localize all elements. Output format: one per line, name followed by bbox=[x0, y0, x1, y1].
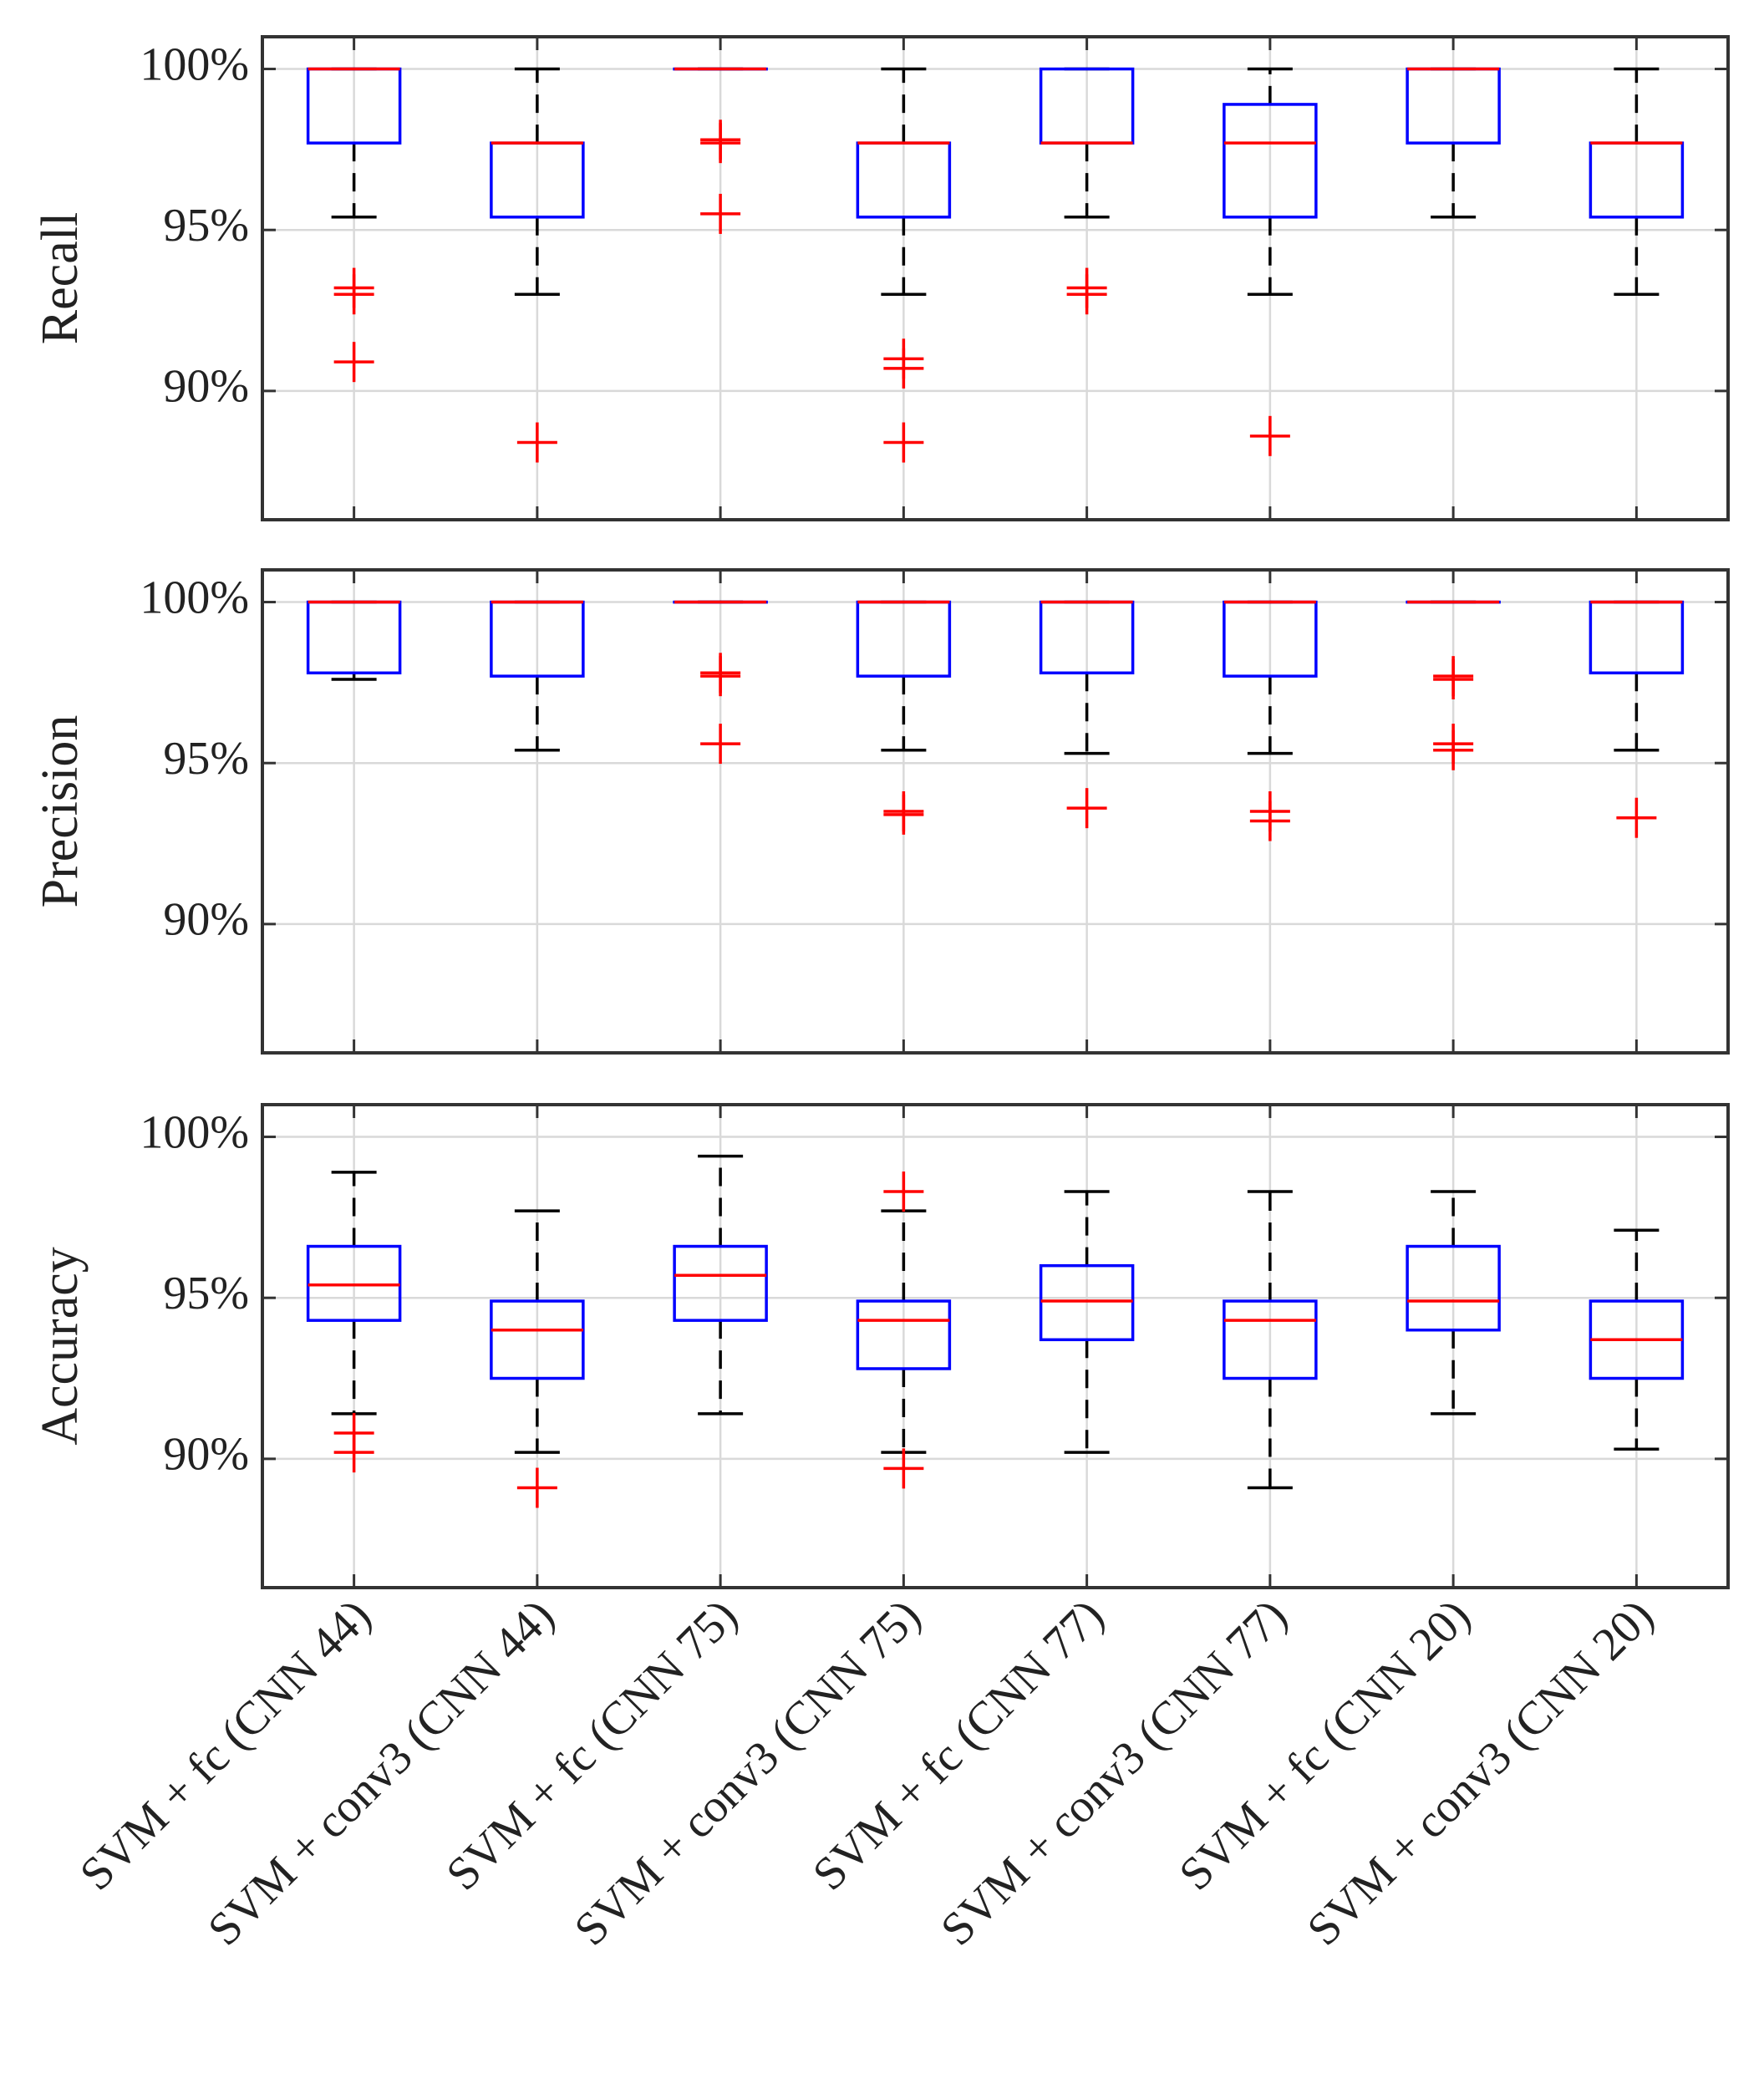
outlier-marker bbox=[1433, 659, 1474, 700]
x-category-label: SVM + conv3 (CNN 75) bbox=[565, 1589, 931, 1955]
y-tick-label: 90% bbox=[163, 894, 249, 946]
outlier-marker bbox=[1249, 415, 1290, 456]
iqr-box bbox=[1039, 1263, 1135, 1342]
box-6 bbox=[1223, 600, 1318, 841]
box-1 bbox=[306, 67, 402, 383]
outlier-marker bbox=[1249, 800, 1290, 841]
outlier-marker bbox=[883, 348, 924, 389]
box-7 bbox=[1406, 1190, 1501, 1415]
iqr-box bbox=[306, 1244, 402, 1322]
box-4 bbox=[856, 1172, 952, 1489]
box-5 bbox=[1039, 600, 1135, 829]
box-8 bbox=[1589, 1228, 1685, 1451]
box-3 bbox=[673, 600, 768, 765]
outlier-marker bbox=[1066, 274, 1107, 315]
outlier-marker bbox=[883, 794, 924, 835]
box-4 bbox=[856, 600, 952, 835]
outlier-marker bbox=[333, 342, 374, 383]
outlier-marker bbox=[516, 422, 557, 463]
outlier-marker bbox=[516, 1467, 557, 1508]
y-tick-label: 100% bbox=[140, 1106, 249, 1158]
outlier-marker bbox=[883, 422, 924, 463]
box-3 bbox=[673, 1154, 768, 1415]
x-category-label: SVM + conv3 (CNN 20) bbox=[1298, 1589, 1664, 1955]
y-tick-label: 95% bbox=[163, 733, 249, 785]
outlier-marker bbox=[1616, 797, 1657, 838]
box-2 bbox=[490, 1209, 585, 1508]
x-category-label: SVM + conv3 (CNN 44) bbox=[198, 1589, 564, 1955]
box-8 bbox=[1589, 67, 1685, 297]
y-tick-label: 100% bbox=[140, 38, 249, 90]
y-axis-title: Precision bbox=[32, 715, 89, 908]
x-category-label: SVM + conv3 (CNN 77) bbox=[931, 1589, 1297, 1955]
panel-frame bbox=[261, 1103, 1730, 1589]
panel-frame bbox=[261, 35, 1730, 521]
iqr-box bbox=[1223, 1299, 1318, 1380]
y-axis-title: Accuracy bbox=[32, 1247, 89, 1446]
outlier-marker bbox=[700, 653, 741, 694]
iqr-box bbox=[856, 1299, 952, 1370]
panel-recall: 90% 95% 100% Recall bbox=[32, 35, 1730, 521]
iqr-box bbox=[490, 1299, 585, 1380]
outlier-marker bbox=[883, 1448, 924, 1489]
box-6 bbox=[1223, 1190, 1318, 1490]
box-8 bbox=[1589, 600, 1685, 838]
y-tick-label: 90% bbox=[163, 361, 249, 413]
panel-accuracy: 90% 95% 100% Accuracy bbox=[32, 1103, 1730, 1589]
outlier-marker bbox=[1433, 729, 1474, 770]
outlier-marker bbox=[700, 119, 741, 160]
iqr-box bbox=[1223, 103, 1318, 219]
box-1 bbox=[306, 600, 402, 681]
y-tick-label: 95% bbox=[163, 1268, 249, 1319]
box-3 bbox=[673, 67, 768, 234]
box-2 bbox=[490, 600, 585, 752]
box-6 bbox=[1223, 67, 1318, 456]
box-5 bbox=[1039, 67, 1135, 315]
box-2 bbox=[490, 67, 585, 463]
panel-precision: 90% 95% 100% Precision bbox=[32, 568, 1730, 1055]
box-5 bbox=[1039, 1190, 1135, 1454]
outlier-marker bbox=[700, 724, 741, 765]
y-axis-title: Recall bbox=[32, 212, 89, 344]
box-4 bbox=[856, 67, 952, 463]
y-tick-label: 100% bbox=[140, 572, 249, 623]
panel-frame bbox=[261, 568, 1730, 1055]
outlier-marker bbox=[700, 193, 741, 234]
box-7 bbox=[1406, 600, 1501, 770]
y-tick-label: 95% bbox=[163, 200, 249, 252]
iqr-box bbox=[673, 1244, 768, 1322]
box-7 bbox=[1406, 67, 1501, 219]
outlier-marker bbox=[883, 1172, 924, 1212]
outlier-marker bbox=[1066, 788, 1107, 829]
outlier-marker bbox=[333, 1432, 374, 1473]
iqr-box bbox=[1406, 1244, 1501, 1332]
y-tick-label: 90% bbox=[163, 1429, 249, 1481]
outlier-marker bbox=[333, 267, 374, 308]
box-1 bbox=[306, 1171, 402, 1473]
